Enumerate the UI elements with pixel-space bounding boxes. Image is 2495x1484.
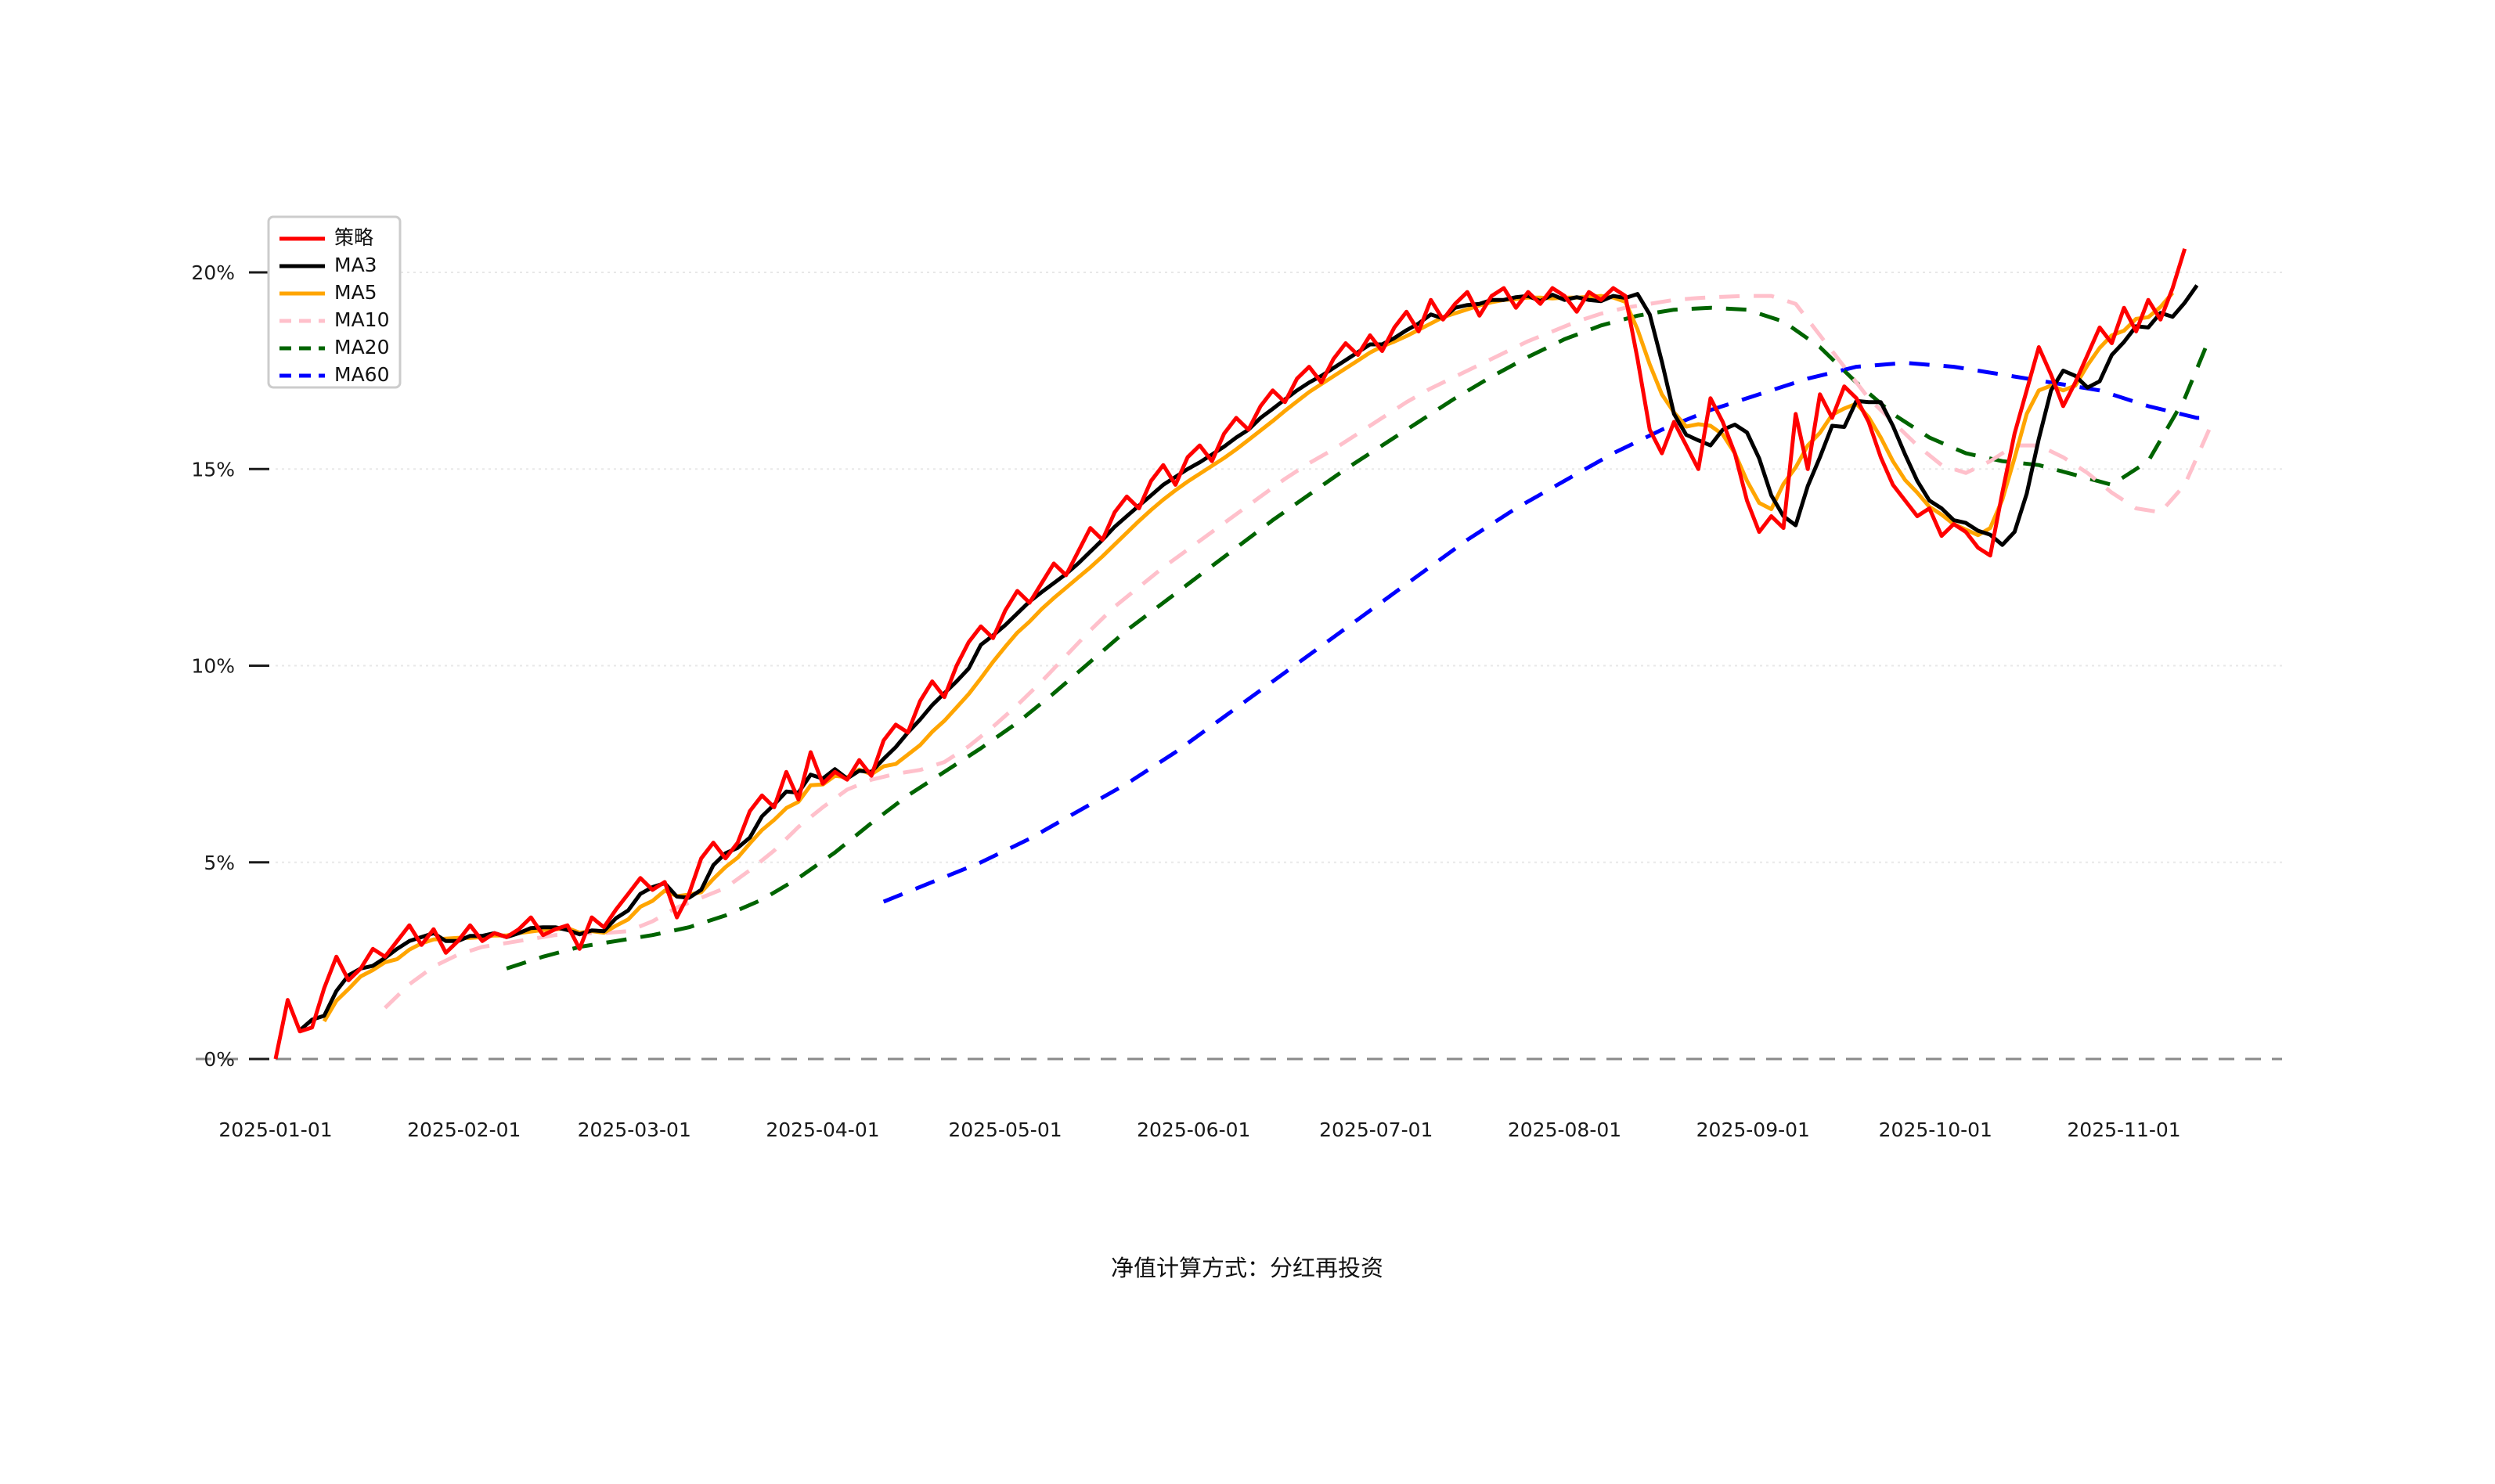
- y-tick-label: 10%: [191, 655, 235, 678]
- chart-caption: 净值计算方式：分红再投资: [1111, 1255, 1383, 1281]
- y-tick-label: 15%: [191, 458, 235, 481]
- y-tick-label: 5%: [204, 852, 235, 874]
- legend-label-MA3: MA3: [334, 254, 377, 276]
- legend-label-MA60: MA60: [334, 363, 389, 386]
- series-line-策略: [273, 248, 2187, 1060]
- y-tick-label: 20%: [191, 261, 235, 284]
- legend-label-MA5: MA5: [334, 281, 377, 304]
- chart-legend[interactable]: 策略 MA3 MA5 MA10 MA20 MA60: [267, 215, 402, 389]
- legend-item-MA3[interactable]: MA3: [279, 254, 377, 276]
- legend-background: [267, 215, 402, 389]
- x-tick-label: 2025-02-01: [407, 1118, 521, 1141]
- legend-label-MA20: MA20: [334, 336, 389, 358]
- x-tick-label: 2025-05-01: [948, 1118, 1062, 1141]
- series-line-MA20: [506, 305, 2212, 971]
- x-tick-label: 2025-11-01: [2067, 1118, 2180, 1141]
- legend-item-策略[interactable]: 策略: [279, 226, 373, 249]
- x-tick-label: 2025-04-01: [766, 1118, 879, 1141]
- y-axis: 0% 5% 10% 15% 20%: [191, 261, 269, 1071]
- x-tick-label: 2025-09-01: [1696, 1118, 1810, 1141]
- x-tick-label: 2025-01-01: [218, 1118, 332, 1141]
- x-axis: 2025-01-01 2025-02-01 2025-03-01 2025-04-01…: [218, 1118, 2180, 1141]
- legend-item-MA10[interactable]: MA10: [279, 308, 389, 331]
- x-tick-label: 2025-06-01: [1137, 1118, 1250, 1141]
- data-series: [273, 248, 2212, 1060]
- series-line-MA10: [384, 294, 2212, 1010]
- legend-item-MA60[interactable]: MA60: [279, 363, 389, 386]
- legend-label-策略: 策略: [334, 226, 373, 249]
- series-line-MA60: [882, 361, 2209, 904]
- x-tick-label: 2025-08-01: [1508, 1118, 1621, 1141]
- y-tick-label: 0%: [204, 1048, 235, 1071]
- gridlines: [276, 272, 2282, 863]
- x-tick-label: 2025-03-01: [578, 1118, 691, 1141]
- legend-item-MA20[interactable]: MA20: [279, 336, 389, 358]
- x-tick-label: 2025-07-01: [1319, 1118, 1433, 1141]
- legend-item-MA5[interactable]: MA5: [279, 281, 377, 304]
- legend-label-MA10: MA10: [334, 308, 389, 331]
- x-tick-label: 2025-10-01: [1879, 1118, 1992, 1141]
